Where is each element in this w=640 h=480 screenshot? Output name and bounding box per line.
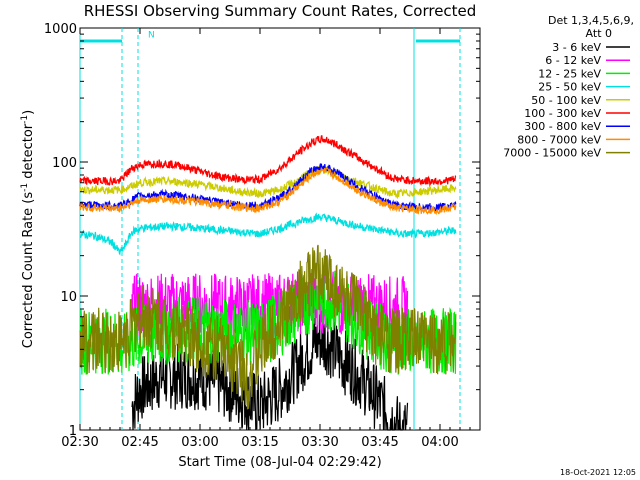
legend-label-5: 100 - 300 keV [524,107,601,120]
legend-label-4: 50 - 100 keV [531,94,601,107]
series-line-4 [79,166,457,200]
y-tick-label-1: 10 [60,290,77,305]
series-line-8 [79,244,457,410]
series-line-7 [79,167,457,216]
legend-label-8: 7000 - 15000 keV [503,147,601,160]
legend-label-6: 300 - 800 keV [524,120,601,133]
series-line-0 [131,314,409,431]
legend-header-line-2: Att 0 [586,27,612,40]
marker-label: N [148,30,155,40]
x-tick-label-6: 04:00 [421,435,458,450]
axes-layer: 02:30 02:45 03:00 03:15 03:30 03:45 04:00 1 10 10… [44,22,480,450]
y-axis-label: Corrected Count Rate (s-1 detector-1) [20,110,36,348]
legend-label-1: 6 - 12 keV [545,54,601,67]
x-tick-label-0: 02:30 [61,435,98,450]
legend-label-0: 3 - 6 keV [552,41,601,54]
x-tick-label-3: 03:15 [241,435,278,450]
legend-label-7: 800 - 7000 keV [517,133,601,146]
legend-label-2: 12 - 25 keV [538,67,601,80]
chart-title: RHESSI Observing Summary Count Rates, Co… [84,2,477,20]
x-tick-label-4: 03:30 [301,435,338,450]
y-tick-label-3: 1000 [44,22,77,37]
legend-label-3: 25 - 50 keV [538,81,601,94]
x-axis-label: Start Time (08-Jul-04 02:29:42) [178,455,381,470]
legend-header-line-1: Det 1,3,4,5,6,9, [548,14,634,27]
y-tick-label-0: 1 [69,424,77,439]
y-tick-label-2: 100 [52,156,77,171]
series-line-5 [79,135,457,187]
x-tick-label-1: 02:45 [121,435,158,450]
x-tick-label-5: 03:45 [361,435,398,450]
series-line-3 [79,212,457,256]
series-layer [79,135,457,431]
x-tick-label-2: 03:00 [181,435,218,450]
footer-timestamp: 18-Oct-2021 12:05 [560,468,636,477]
